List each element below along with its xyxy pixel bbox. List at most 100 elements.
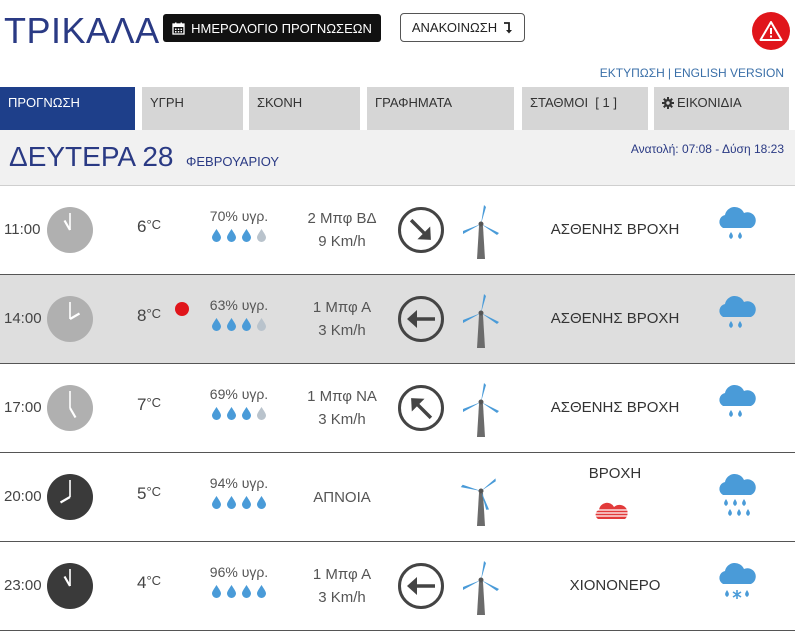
wind-force: 1 Μπφ ΝΑ bbox=[307, 388, 377, 405]
humidity-value: 69% υγρ. bbox=[209, 386, 269, 402]
humidity-drops bbox=[193, 495, 285, 512]
calendar-button-label: ΗΜΕΡΟΛΟΓΙΟ ΠΡΟΓΝΩΣΕΩΝ bbox=[191, 20, 372, 36]
calendar-button[interactable]: ΗΜΕΡΟΛΟΓΙΟ ΠΡΟΓΝΩΣΕΩΝ bbox=[163, 14, 381, 42]
calendar-icon bbox=[172, 22, 185, 35]
forecast-row: 11:00 6°C 70% υγρ. 2 Μπφ ΒΔ 9 Km/h ΑΣΘΕΝΗΣ ΒΡ… bbox=[0, 186, 795, 275]
wind-speed: 3 Km/h bbox=[318, 322, 366, 339]
tab-charts[interactable]: ΓΡΑΦΗΜΑΤΑ bbox=[367, 87, 514, 130]
humidity-value: 96% υγρ. bbox=[209, 564, 269, 580]
forecast-condition: ΑΣΘΕΝΗΣ ΒΡΟΧΗ bbox=[550, 221, 680, 238]
forecast-wind: 1 Μπφ Α 3 Km/h bbox=[287, 563, 397, 609]
date-day: ΔΕΥΤΕΡΑ 28 bbox=[9, 141, 174, 172]
humidity-value: 70% υγρ. bbox=[209, 208, 269, 224]
announcement-button[interactable]: ΑΝΑΚΟΙΝΩΣΗ bbox=[400, 13, 525, 42]
forecast-row: 17:00 7°C 69% υγρ. 1 Μπφ ΝΑ 3 Km/h ΑΣΘΕΝΗΣ ΒΡ… bbox=[0, 364, 795, 453]
arrow-down-right-icon bbox=[397, 206, 445, 259]
forecast-time: 14:00 bbox=[4, 310, 42, 327]
arrow-down-turn-icon bbox=[504, 21, 513, 33]
humidity-drops bbox=[193, 317, 285, 334]
tab-wet[interactable]: ΥΓΡΗ bbox=[142, 87, 243, 130]
temperature-unit: °C bbox=[146, 484, 162, 499]
forecast-temperature: 8°C bbox=[137, 306, 161, 326]
wind-force: 1 Μπφ Α bbox=[312, 566, 372, 583]
date-month: ΦΕΒΡΟΥΑΡΙΟΥ bbox=[186, 154, 280, 169]
temperature-value: 5 bbox=[137, 484, 147, 503]
forecast-humidity: 69% υγρ. bbox=[193, 386, 285, 423]
tab-stations[interactable]: ΣΤΑΘΜΟΙ [ 1 ] bbox=[522, 87, 648, 130]
wind-speed: 3 Km/h bbox=[318, 589, 366, 606]
temperature-value: 7 bbox=[137, 395, 147, 414]
wind-speed: 9 Km/h bbox=[318, 233, 366, 250]
temperature-value: 8 bbox=[137, 306, 147, 325]
humidity-drop-icon bbox=[211, 495, 222, 512]
forecast-condition: ΑΣΘΕΝΗΣ ΒΡΟΧΗ bbox=[550, 399, 680, 416]
temperature-value: 6 bbox=[137, 217, 147, 236]
wind-force: ΑΠΝΟΙΑ bbox=[313, 489, 371, 506]
temperature-unit: °C bbox=[146, 217, 162, 232]
humidity-drops bbox=[193, 584, 285, 601]
clock-icon bbox=[47, 207, 93, 258]
forecast-wind: 1 Μπφ Α 3 Km/h bbox=[287, 296, 397, 342]
humidity-drop-icon bbox=[256, 228, 267, 245]
rain-intensity-icon bbox=[592, 501, 630, 526]
forecast-humidity: 96% υγρ. bbox=[193, 564, 285, 601]
humidity-drop-icon bbox=[256, 317, 267, 334]
temperature-value: 4 bbox=[137, 573, 147, 592]
humidity-drops bbox=[193, 406, 285, 423]
forecast-row: 20:00 5°C 94% υγρ. ΑΠΝΟΙΑ ΒΡΟΧΗ bbox=[0, 453, 795, 542]
clock-icon bbox=[47, 563, 93, 614]
light-rain-icon bbox=[713, 204, 761, 257]
forecast-time: 17:00 bbox=[4, 399, 42, 416]
city-title: ΤΡΙΚΑΛΑ bbox=[4, 10, 160, 51]
forecast-wind: 2 Μπφ ΒΔ 9 Km/h bbox=[287, 207, 397, 253]
humidity-drop-icon bbox=[226, 406, 237, 423]
forecast-time: 20:00 bbox=[4, 488, 42, 505]
forecast-temperature: 4°C bbox=[137, 573, 161, 593]
english-version-link[interactable]: ENGLISH VERSION bbox=[673, 66, 784, 80]
arrow-left-icon bbox=[397, 295, 445, 348]
wind-speed: 3 Km/h bbox=[318, 411, 366, 428]
sleet-icon bbox=[713, 560, 761, 613]
announcement-button-label: ΑΝΑΚΟΙΝΩΣΗ bbox=[411, 20, 498, 35]
forecast-time: 11:00 bbox=[4, 221, 41, 238]
forecast-humidity: 94% υγρ. bbox=[193, 475, 285, 512]
forecast-condition: ΧΙΟΝΟΝΕΡΟ bbox=[569, 577, 661, 594]
wind-turbine-icon bbox=[460, 382, 502, 443]
clock-icon bbox=[47, 385, 93, 436]
humidity-value: 94% υγρ. bbox=[209, 475, 269, 491]
wind-turbine-icon bbox=[460, 204, 502, 265]
humidity-drop-icon bbox=[211, 406, 222, 423]
clock-icon bbox=[47, 296, 93, 347]
date-bar: ΔΕΥΤΕΡΑ 28 ΦΕΒΡΟΥΑΡΙΟΥ Ανατολή: 07:08 - … bbox=[0, 130, 795, 186]
gear-icon bbox=[662, 97, 674, 109]
humidity-drop-icon bbox=[211, 317, 222, 334]
top-links: ΕΚΤΥΠΩΣΗ | ENGLISH VERSION bbox=[600, 66, 784, 80]
temperature-unit: °C bbox=[146, 306, 162, 321]
tab-icons[interactable]: ΕΙΚΟΝΙΔΙΑ bbox=[654, 87, 789, 130]
temperature-unit: °C bbox=[146, 573, 162, 588]
forecast-condition: ΒΡΟΧΗ bbox=[588, 465, 642, 482]
wind-force: 2 Μπφ ΒΔ bbox=[307, 210, 377, 227]
forecast-temperature: 6°C bbox=[137, 217, 161, 237]
forecast-row: 14:00 8°C 63% υγρ. 1 Μπφ Α 3 Km/h ΑΣΘΕΝΗΣ ΒΡΟ… bbox=[0, 275, 795, 364]
humidity-drops bbox=[193, 228, 285, 245]
wind-turbine-icon bbox=[460, 471, 502, 532]
forecast-condition: ΑΣΘΕΝΗΣ ΒΡΟΧΗ bbox=[550, 310, 680, 327]
arrow-up-left-icon bbox=[397, 384, 445, 437]
temperature-unit: °C bbox=[146, 395, 162, 410]
humidity-value: 63% υγρ. bbox=[209, 297, 269, 313]
light-rain-icon bbox=[713, 293, 761, 346]
humidity-drop-icon bbox=[226, 584, 237, 601]
light-rain-icon bbox=[713, 382, 761, 435]
tab-icons-label: ΕΙΚΟΝΙΔΙΑ bbox=[677, 95, 742, 110]
humidity-drop-icon bbox=[241, 228, 252, 245]
tab-forecast[interactable]: ΠΡΟΓΝΩΣΗ bbox=[0, 87, 135, 130]
forecast-time: 23:00 bbox=[4, 577, 42, 594]
rain-icon bbox=[713, 471, 761, 524]
print-link[interactable]: ΕΚΤΥΠΩΣΗ bbox=[599, 66, 665, 80]
tab-dust[interactable]: ΣΚΟΝΗ bbox=[249, 87, 360, 130]
humidity-drop-icon bbox=[241, 406, 252, 423]
wind-turbine-icon bbox=[460, 560, 502, 621]
wind-force: 1 Μπφ Α bbox=[312, 299, 372, 316]
warning-icon[interactable] bbox=[752, 12, 790, 50]
